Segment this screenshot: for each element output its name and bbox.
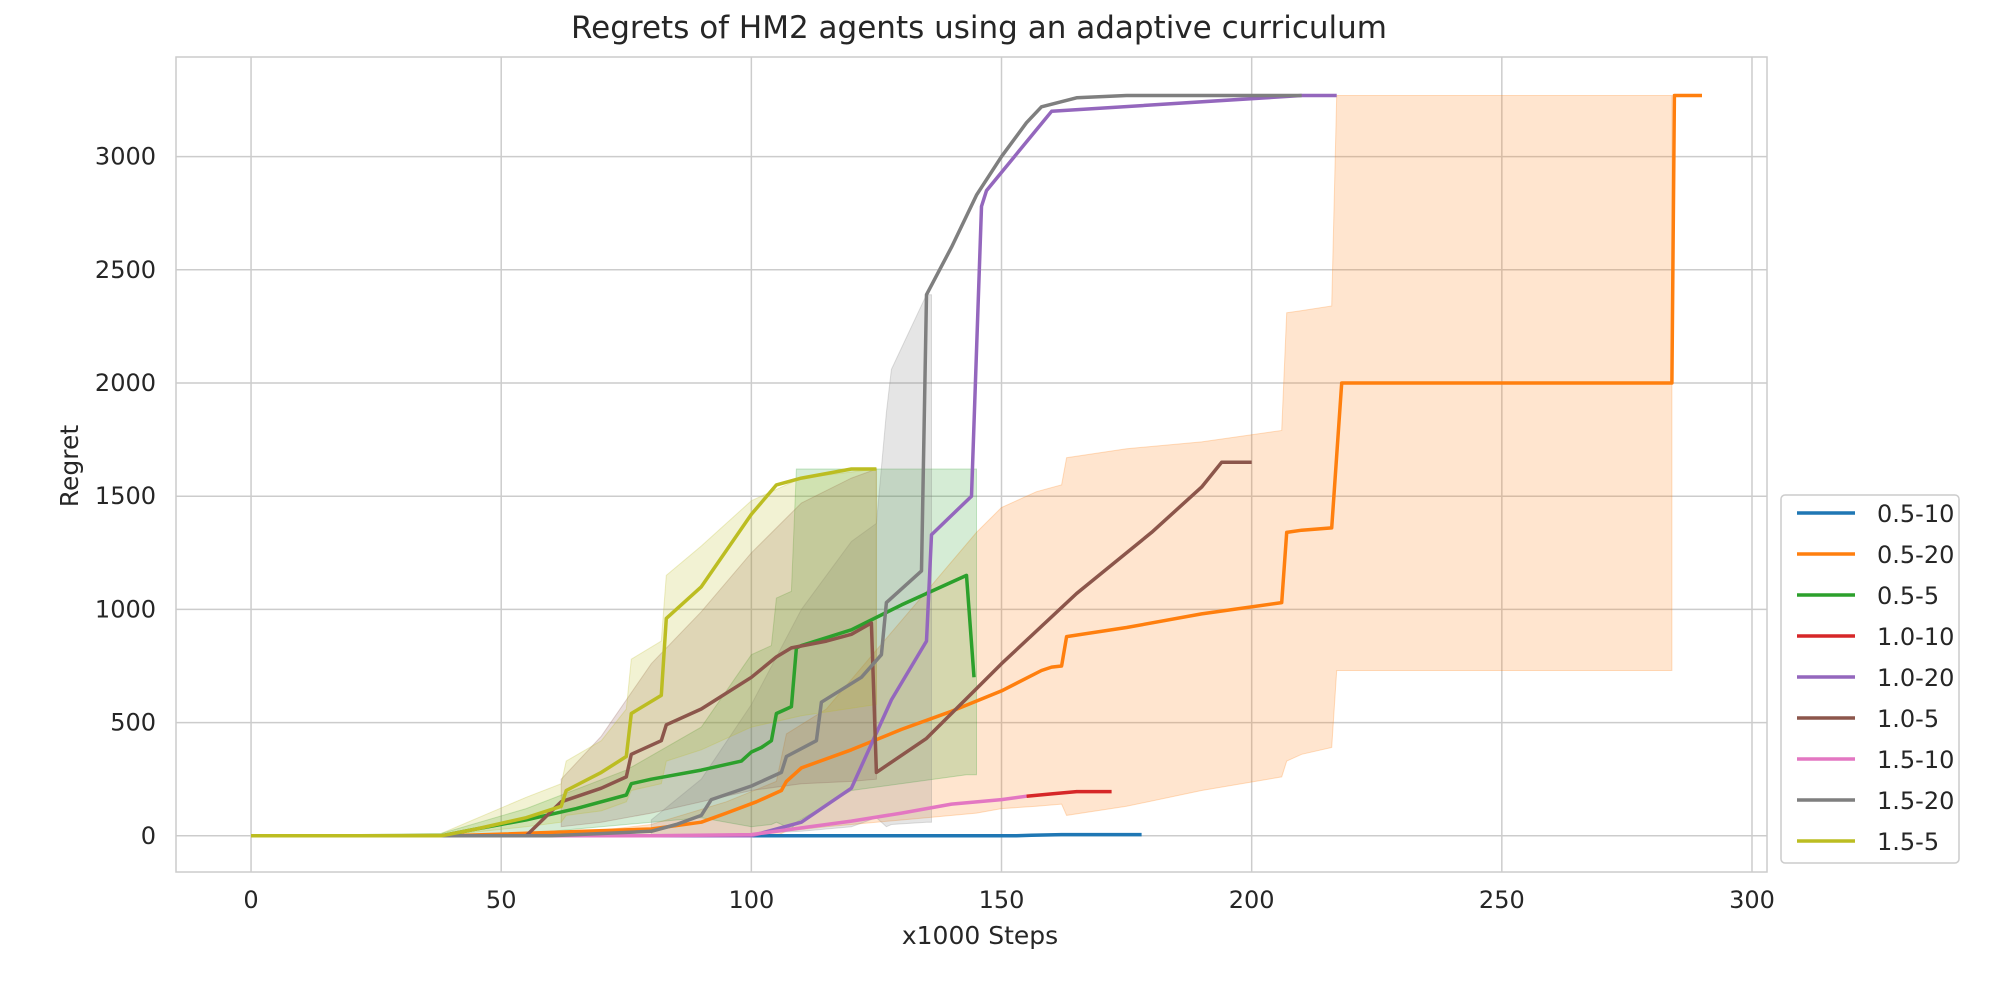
series-line-1.0-5 bbox=[251, 460, 1252, 838]
y-tick-label: 1500 bbox=[95, 482, 156, 510]
legend-label: 1.5-20 bbox=[1877, 787, 1954, 815]
x-tick-label: 0 bbox=[243, 886, 258, 914]
grid-lines bbox=[176, 57, 1767, 872]
y-tick-labels: 0 500 1000 1500 2000 2500 3000 bbox=[95, 143, 156, 850]
legend: 0.5-10 0.5-20 0.5-5 1.0-10 1.0-20 1.0-5 1.5-10… bbox=[1780, 494, 1960, 864]
x-tick-label: 100 bbox=[728, 886, 774, 914]
y-tick-label: 0 bbox=[141, 822, 156, 850]
legend-label: 0.5-20 bbox=[1877, 541, 1954, 569]
series-line-1.5-5 bbox=[251, 467, 877, 838]
x-tick-label: 300 bbox=[1729, 886, 1775, 914]
y-tick-label: 500 bbox=[110, 709, 156, 737]
series-line-1.0-10 bbox=[1026, 789, 1112, 798]
legend-label: 0.5-10 bbox=[1877, 500, 1954, 528]
series-line-1.5-20 bbox=[251, 93, 1302, 838]
y-tick-label: 2000 bbox=[95, 369, 156, 397]
series-lines bbox=[251, 93, 1702, 838]
series-line-0.5-20 bbox=[251, 93, 1702, 838]
legend-label: 0.5-5 bbox=[1877, 582, 1939, 610]
x-tick-label: 250 bbox=[1479, 886, 1525, 914]
legend-label: 1.0-10 bbox=[1877, 623, 1954, 651]
chart-title: Regrets of HM2 agents using an adaptive … bbox=[571, 10, 1387, 46]
x-axis-label: x1000 Steps bbox=[902, 921, 1058, 950]
series-line-1.5-10 bbox=[251, 794, 1027, 838]
band-1.0-5 bbox=[560, 468, 877, 828]
legend-box bbox=[1780, 494, 1960, 864]
legend-label: 1.0-5 bbox=[1877, 705, 1939, 733]
y-tick-label: 2500 bbox=[95, 256, 156, 284]
x-tick-label: 150 bbox=[979, 886, 1025, 914]
legend-label: 1.5-5 bbox=[1877, 828, 1939, 856]
series-line-1.0-20 bbox=[551, 93, 1337, 838]
x-tick-label: 50 bbox=[486, 886, 517, 914]
series-line-0.5-5 bbox=[251, 573, 976, 838]
y-tick-label: 3000 bbox=[95, 143, 156, 171]
x-tick-label: 200 bbox=[1229, 886, 1275, 914]
y-axis-label: Regret bbox=[55, 425, 84, 508]
legend-label: 1.5-10 bbox=[1877, 746, 1954, 774]
x-tick-labels: 0 50 100 150 200 250 300 bbox=[243, 886, 1774, 914]
y-tick-label: 1000 bbox=[95, 595, 156, 623]
legend-label: 1.0-20 bbox=[1877, 664, 1954, 692]
